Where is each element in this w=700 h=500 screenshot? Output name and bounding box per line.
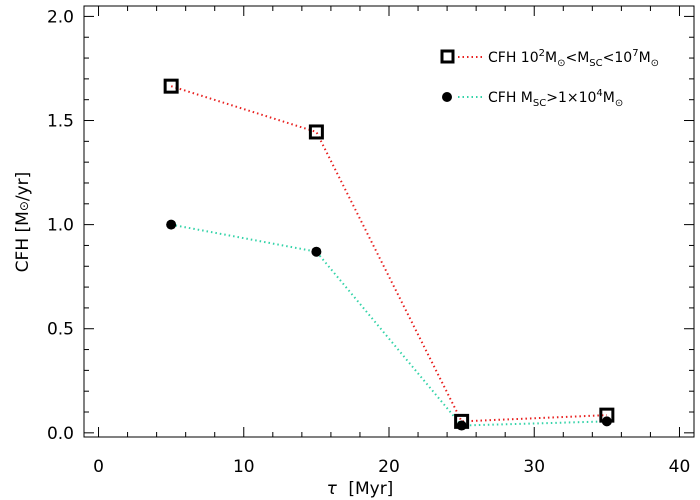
series-1-line — [170, 85, 607, 423]
x-tick-label: 40 — [669, 457, 691, 477]
x-tick-label: 10 — [233, 457, 255, 477]
legend: CFH 102M⊙<MSC<107M⊙ CFH MSC>1×104M⊙ — [440, 48, 659, 109]
legend-entry-2: CFH MSC>1×104M⊙ — [442, 88, 623, 109]
x-axis-unit: [Myr] — [348, 479, 393, 499]
series-2-point — [311, 246, 322, 257]
legend-label-1: CFH 102M⊙<MSC<107M⊙ — [488, 48, 659, 69]
y-axis-label-prefix: CFH [M — [13, 211, 33, 272]
series-1-point — [163, 78, 179, 94]
axis-tick-labels: 0 10 20 30 40 0.0 0.5 1.0 1.5 2.0 — [47, 7, 690, 477]
x-tick-label: 30 — [523, 457, 545, 477]
y-axis-label-suffix: /yr] — [13, 172, 33, 201]
series-2-line — [170, 223, 607, 427]
series-2-point — [456, 420, 467, 431]
legend-entry-1: CFH 102M⊙<MSC<107M⊙ — [440, 48, 659, 69]
y-tick-label: 0.0 — [47, 424, 74, 444]
x-axis-symbol: τ — [327, 479, 338, 499]
y-tick-label: 1.5 — [47, 112, 74, 132]
legend-label-2: CFH MSC>1×104M⊙ — [488, 88, 623, 109]
y-tick-label: 2.0 — [47, 7, 74, 27]
y-tick-label: 1.0 — [47, 216, 74, 236]
series-lines — [170, 85, 607, 427]
axis-ticks — [84, 6, 694, 437]
x-tick-label: 20 — [378, 457, 400, 477]
x-tick-label: 0 — [93, 457, 104, 477]
series-1-point — [308, 124, 324, 140]
legend-circle-marker — [442, 92, 452, 102]
legend-square-marker — [440, 49, 455, 64]
series-2-point — [601, 416, 612, 427]
series-markers — [163, 78, 615, 431]
series-2-point — [166, 219, 177, 230]
y-tick-label: 0.5 — [47, 320, 74, 340]
x-axis-label: τ [Myr] — [327, 479, 394, 499]
plot-frame — [83, 5, 695, 438]
y-axis-label: CFH [M⊙/yr] — [13, 172, 33, 273]
y-axis-sun-symbol: ⊙ — [17, 201, 31, 211]
